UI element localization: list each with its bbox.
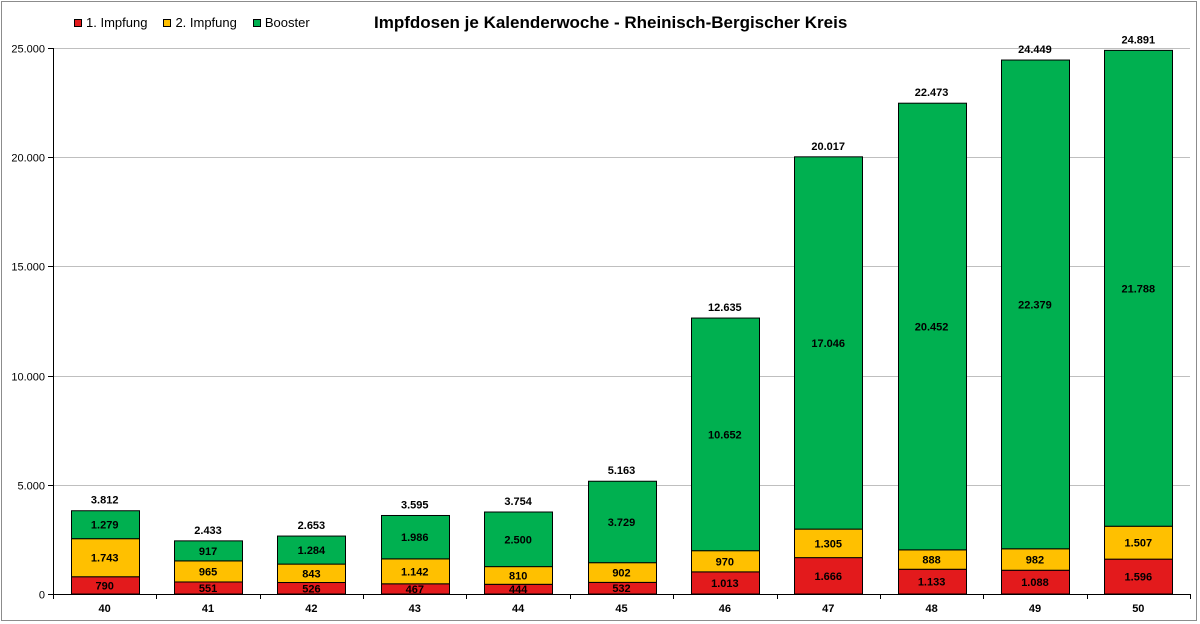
data-label-total: 22.473 [915,87,949,99]
legend: 1. Impfung 2. Impfung Booster [74,15,310,30]
legend-label-first-dose: 1. Impfung [86,15,148,30]
data-label-booster: 1.279 [91,520,119,532]
data-label-booster: 3.729 [608,517,636,529]
data-label-second-dose: 970 [716,556,734,568]
bar-segment-booster [1104,49,1173,527]
data-label-first-dose: 526 [302,583,320,595]
legend-label-booster: Booster [264,15,310,30]
data-label-total: 3.754 [504,496,532,508]
bar-segment-booster [1001,59,1070,550]
data-label-total: 3.812 [91,495,119,507]
bar-segment-booster [691,317,760,552]
data-label-booster: 2.500 [504,534,532,546]
data-label-booster: 22.379 [1018,299,1052,311]
data-label-total: 2.653 [298,520,326,532]
data-label-booster: 17.046 [811,338,845,350]
x-tick-label: 45 [615,603,627,615]
data-label-second-dose: 888 [922,555,940,567]
data-label-first-dose: 467 [406,584,424,596]
data-label-second-dose: 982 [1026,555,1044,567]
data-label-booster: 20.452 [915,322,949,334]
chart-title: Impfdosen je Kalenderwoche - Rheinisch-B… [374,13,848,32]
gridlines [53,48,1190,486]
bar-segment-booster [174,540,243,562]
data-label-total: 5.163 [608,465,636,477]
bar-segment-booster [381,514,450,560]
data-label-second-dose: 1.743 [91,553,119,565]
bar-segment-first-dose [898,568,967,595]
bar-series [71,49,1173,595]
data-label-booster: 21.788 [1121,283,1155,295]
x-tick-label: 42 [305,603,317,615]
bar-segment-first-dose [794,557,863,595]
bar-segment-booster [484,511,553,568]
data-label-second-dose: 1.305 [814,538,842,550]
data-label-second-dose: 810 [509,570,527,582]
data-label-second-dose: 965 [199,566,217,578]
data-labels: 790 1.743 1.279 3.812 551 965 917 2.433 526 843 1.… [91,34,1155,596]
data-label-second-dose: 1.507 [1125,538,1153,550]
legend-swatch-booster [252,18,261,27]
data-label-second-dose: 902 [612,568,630,580]
y-tick-label: 0 [39,590,45,602]
x-tick-label: 41 [202,603,214,615]
y-tick-label: 20.000 [11,153,45,165]
bar-segment-booster [71,510,140,540]
x-tick-label: 49 [1029,603,1041,615]
x-axis: 40 41 42 43 44 45 46 47 48 49 50 [53,594,1191,615]
y-tick-label: 10.000 [11,372,45,384]
data-label-first-dose: 1.133 [918,577,946,589]
y-tick-label: 15.000 [11,262,45,274]
x-tick-label: 40 [99,603,111,615]
data-label-booster: 1.986 [401,532,429,544]
data-label-first-dose: 444 [509,584,528,596]
data-label-total: 24.449 [1018,44,1052,56]
data-label-total: 3.595 [401,499,429,511]
bar-segment-booster [277,535,346,565]
data-label-first-dose: 532 [612,583,630,595]
legend-swatch-first-dose [74,18,82,27]
x-tick-label: 50 [1132,603,1144,615]
legend-label-second-dose: 2. Impfung [175,15,237,30]
legend-item-second-dose: 2. Impfung [163,15,237,30]
data-label-booster: 10.652 [708,429,742,441]
bar-segment-second-dose [1104,525,1173,560]
y-tick-label: 25.000 [11,44,45,56]
y-tick-label: 5.000 [17,481,45,493]
data-label-total: 12.635 [708,302,742,314]
data-label-first-dose: 1.088 [1021,577,1049,589]
data-label-first-dose: 790 [96,580,114,592]
legend-item-booster: Booster [252,15,310,30]
x-tick-label: 48 [925,603,937,615]
bar-segment-first-dose [1104,558,1173,595]
x-tick-label: 47 [822,603,834,615]
data-label-booster: 917 [199,546,217,558]
data-label-first-dose: 1.013 [711,578,739,590]
bar-segment-booster [588,480,657,564]
bar-segment-second-dose [71,538,140,578]
y-axis: 0 5.000 10.000 15.000 20.000 25.000 [11,44,54,602]
data-label-booster: 1.284 [298,545,326,557]
data-label-first-dose: 551 [199,583,217,595]
bar-segment-booster [794,156,863,530]
data-label-total: 2.433 [194,525,222,537]
bar-segment-booster [898,102,967,551]
x-tick-label: 44 [512,603,525,615]
x-tick-label: 46 [719,603,731,615]
data-label-second-dose: 843 [302,568,320,580]
legend-item-first-dose: 1. Impfung [74,15,147,30]
data-label-first-dose: 1.596 [1125,572,1153,584]
data-label-first-dose: 1.666 [814,571,842,583]
x-tick-label: 43 [409,603,421,615]
data-label-total: 20.017 [811,141,845,153]
data-label-second-dose: 1.142 [401,566,429,578]
legend-swatch-second-dose [163,18,172,27]
data-label-total: 24.891 [1121,34,1155,46]
